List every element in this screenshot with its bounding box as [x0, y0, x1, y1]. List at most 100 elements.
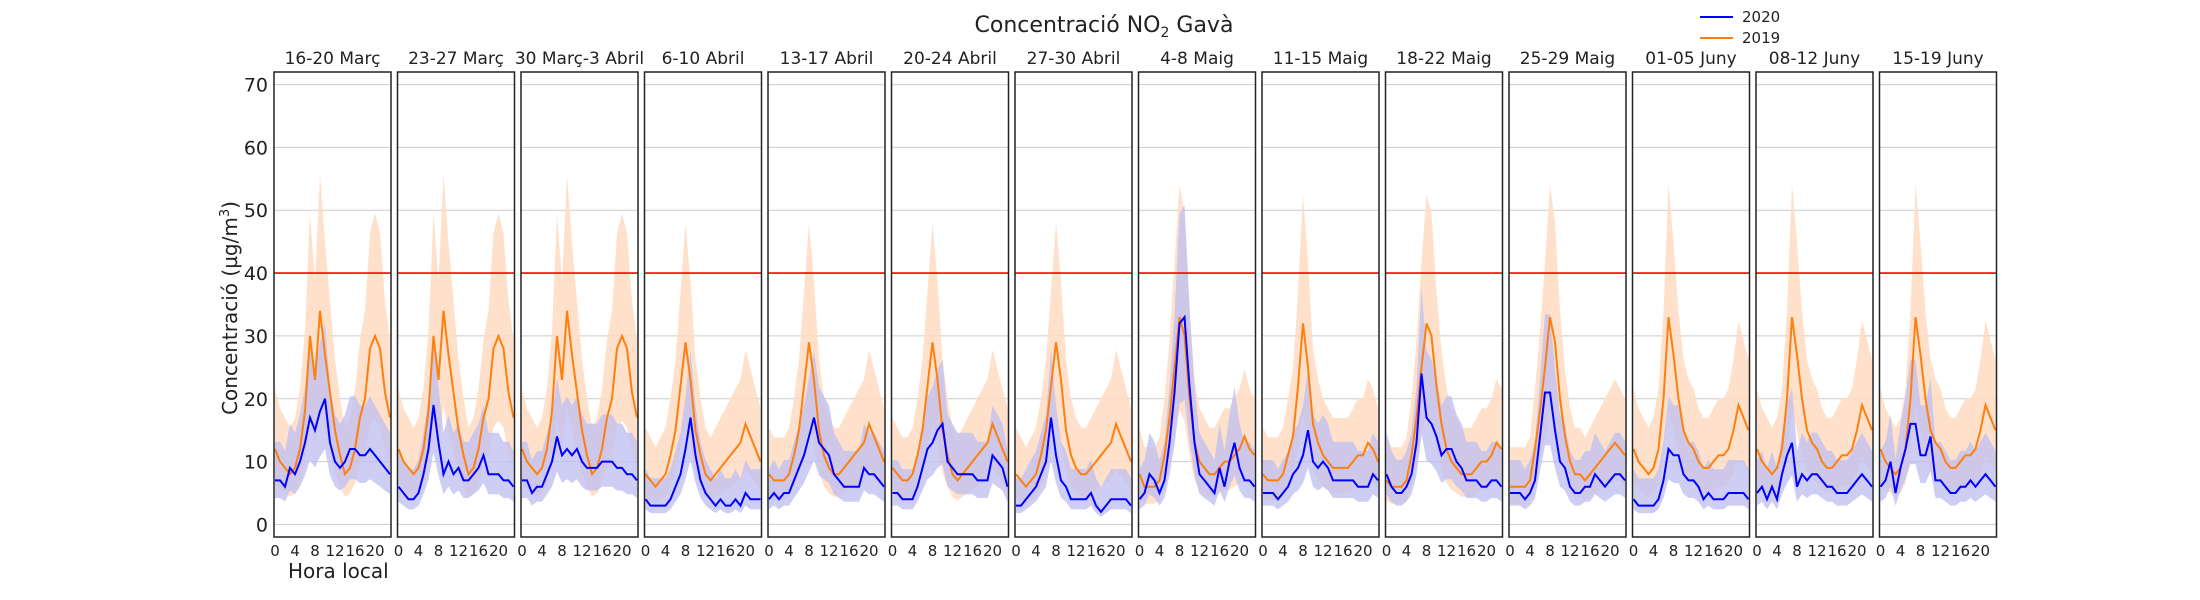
series-2020-line — [522, 436, 638, 495]
y-tick-label: 0 — [256, 514, 268, 536]
x-tick-label: 12 — [325, 542, 344, 560]
x-tick-label: 4 — [290, 542, 300, 560]
x-tick-label: 8 — [804, 542, 814, 560]
band-2020 — [1263, 368, 1378, 510]
x-tick-label: 12 — [1313, 542, 1332, 560]
panel-title: 18-22 Maig — [1396, 49, 1491, 69]
panel-frame — [767, 71, 886, 538]
series-2019-line — [1510, 316, 1626, 488]
x-tick-label: 0 — [1876, 542, 1886, 560]
legend-label-2019: 2019 — [1742, 29, 1780, 47]
x-tick-label: 16 — [345, 542, 364, 560]
x-tick-label: 4 — [1278, 542, 1288, 560]
x-tick-label: 16 — [1704, 542, 1723, 560]
panel: 13-17 Abril 0 4 8 12 16 20 — [764, 49, 886, 560]
x-tick-label: 0 — [1382, 542, 1392, 560]
series-2020-line — [1510, 391, 1626, 501]
x-tick-label: 16 — [1333, 542, 1352, 560]
x-tick-label: 16 — [839, 542, 858, 560]
series-2019-line — [644, 342, 762, 489]
x-tick-label: 8 — [1792, 542, 1802, 560]
series-2020-line — [397, 404, 515, 501]
x-tick-label: 20 — [1353, 542, 1372, 560]
x-tick-label: 12 — [449, 542, 468, 560]
series-2020-line — [1756, 442, 1873, 503]
x-tick-label: 20 — [1971, 542, 1990, 560]
y-tick-label: 10 — [244, 452, 268, 474]
x-tick-label: 0 — [270, 542, 280, 560]
x-tick-label: 20 — [1600, 542, 1619, 560]
series-2019-line — [1262, 323, 1379, 482]
x-tick-label: 12 — [1684, 542, 1703, 560]
panel-frame — [890, 71, 1010, 538]
x-tick-label: 4 — [1896, 542, 1906, 560]
band-2020 — [645, 350, 761, 514]
panel-frame — [1137, 71, 1257, 538]
x-tick-label: 20 — [1847, 542, 1866, 560]
x-tick-label: 16 — [1086, 542, 1105, 560]
series-2019-line — [397, 310, 515, 477]
x-tick-label: 20 — [1724, 542, 1743, 560]
y-tick-label: 70 — [244, 75, 268, 97]
panel: 6-10 Abril 0 4 8 12 16 20 — [641, 49, 763, 560]
x-tick-label: 0 — [1258, 542, 1268, 560]
band-2020 — [1016, 350, 1131, 517]
series-2019-line — [1385, 323, 1503, 488]
panel-title: 6-10 Abril — [662, 49, 745, 69]
x-tick-label: 0 — [1135, 542, 1145, 560]
x-tick-label: 0 — [764, 542, 774, 560]
chart-title: Concentració NO2 Gavà — [975, 13, 1234, 41]
panel-frame — [1631, 71, 1751, 538]
x-tick-label: 8 — [1298, 542, 1308, 560]
panel: 08-12 Juny 0 4 8 12 16 20 — [1752, 49, 1874, 560]
x-tick-label: 0 — [888, 542, 898, 560]
x-tick-label: 8 — [1545, 542, 1555, 560]
x-tick-label: 16 — [1457, 542, 1476, 560]
panel-frame — [1878, 71, 1998, 538]
x-tick-label: 20 — [859, 542, 878, 560]
x-tick-label: 16 — [1580, 542, 1599, 560]
series-2019-line — [274, 310, 391, 477]
series-2020-line — [1016, 417, 1132, 514]
panel: 4-8 Maig 0 4 8 12 16 20 — [1135, 49, 1257, 560]
panel-title: 13-17 Abril — [780, 49, 874, 69]
y-tick-label: 30 — [244, 326, 268, 348]
series-2019-line — [521, 310, 638, 477]
x-tick-label: 4 — [1525, 542, 1535, 560]
x-tick-label: 0 — [517, 542, 527, 560]
x-tick-label: 12 — [819, 542, 838, 560]
panel-title: 30 Març-3 Abril — [515, 49, 644, 69]
series-2020-line — [1385, 373, 1503, 494]
panel-frame — [273, 71, 392, 538]
x-tick-label: 12 — [1931, 542, 1950, 560]
panel: 23-27 Març 0 4 8 12 16 20 — [394, 49, 516, 560]
y-tick-label: 40 — [244, 263, 268, 285]
y-tick-label: 50 — [244, 200, 268, 222]
x-tick-label: 16 — [1951, 542, 1970, 560]
x-tick-label: 4 — [1155, 542, 1165, 560]
x-tick-label: 16 — [963, 542, 982, 560]
band-2019 — [1263, 193, 1378, 501]
x-tick-label: 8 — [1175, 542, 1185, 560]
x-tick-label: 8 — [557, 542, 567, 560]
series-2019-line — [768, 342, 885, 482]
panel-title: 01-05 Juny — [1645, 49, 1736, 69]
x-tick-label: 4 — [414, 542, 424, 560]
band-2020 — [1510, 314, 1625, 510]
panel: 11-15 Maig 0 4 8 12 16 20 — [1258, 49, 1380, 560]
y-tick-label: 60 — [244, 137, 268, 159]
series-2020-line — [644, 417, 761, 508]
x-tick-label: 4 — [784, 542, 794, 560]
x-tick-label: 8 — [928, 542, 938, 560]
x-tick-label: 4 — [1772, 542, 1782, 560]
x-tick-label: 20 — [365, 542, 384, 560]
series-2019-line — [1756, 316, 1873, 476]
x-tick-label: 4 — [537, 542, 547, 560]
x-tick-label: 20 — [612, 542, 631, 560]
band-2020 — [1880, 359, 1996, 506]
x-tick-label: 16 — [1827, 542, 1846, 560]
x-tick-label: 20 — [1106, 542, 1125, 560]
panel-title: 23-27 Març — [408, 49, 504, 69]
panel: 01-05 Juny 0 4 8 12 16 20 — [1629, 49, 1751, 560]
